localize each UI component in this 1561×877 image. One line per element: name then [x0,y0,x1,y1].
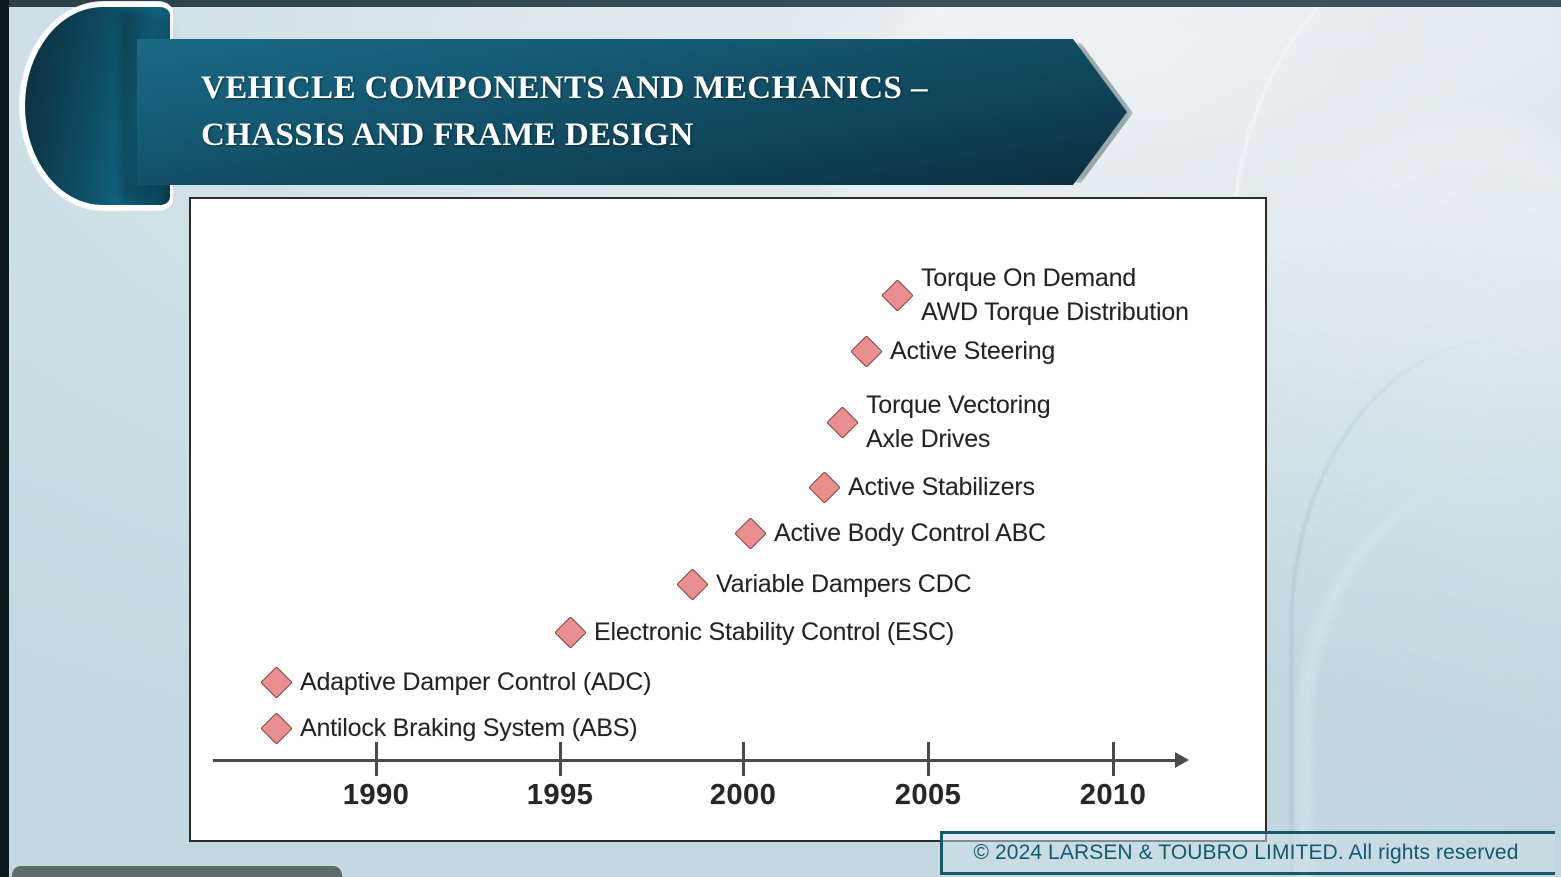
timeline-point-label: Active Stabilizers [848,473,1035,501]
diamond-marker-icon [554,615,587,649]
timeline-point-label: Torque Vectoring Axle Drives [866,391,1051,453]
footer-bar: © 2024 LARSEN & TOUBRO LIMITED. All righ… [940,831,1555,875]
timeline-point: Active Body Control ABC [734,516,1046,550]
timeline-chart: Torque On Demand AWD Torque Distribution… [191,199,1265,840]
axis-tick [1112,742,1115,776]
page-title: VEHICLE COMPONENTS AND MECHANICS – CHASS… [201,70,928,153]
timeline-point: Variable Dampers CDC [676,567,972,601]
timeline-point: Electronic Stability Control (ESC) [554,615,954,649]
timeline-point-label: Variable Dampers CDC [716,570,972,598]
chart-panel: Torque On Demand AWD Torque Distribution… [189,197,1267,842]
diamond-marker-icon [808,470,841,504]
timeline-point-label: Active Body Control ABC [774,519,1046,547]
timeline-point: Torque On Demand AWD Torque Distribution [881,261,1189,329]
timeline-point: Active Stabilizers [808,470,1035,504]
timeline-axis-arrow [1175,752,1189,768]
diamond-marker-icon [826,405,859,439]
axis-tick-label: 2005 [894,779,962,811]
diamond-marker-icon [850,334,883,368]
timeline-point-label: Adaptive Damper Control (ADC) [300,668,652,696]
timeline-point-label: Torque On Demand AWD Torque Distribution [921,264,1189,326]
diamond-marker-icon [260,665,293,699]
axis-tick [559,742,562,776]
diamond-marker-icon [734,516,767,550]
diamond-marker-icon [881,278,914,312]
timeline-point: Torque Vectoring Axle Drives [826,388,1051,456]
axis-tick-label: 2010 [1079,779,1147,811]
diamond-marker-icon [260,711,293,745]
axis-tick-label: 1990 [342,779,410,811]
timeline-point-label: Electronic Stability Control (ESC) [594,618,954,646]
bottom-left-bar [12,866,342,877]
timeline-point: Antilock Braking System (ABS) [260,711,638,745]
diamond-marker-icon [676,567,709,601]
background-contour-line-2 [1290,340,1561,877]
timeline-point-label: Antilock Braking System (ABS) [300,714,638,742]
slide-left-edge [0,0,9,877]
axis-tick [742,742,745,776]
timeline-point: Adaptive Damper Control (ADC) [260,665,652,699]
timeline-axis-line [213,759,1178,762]
slide-top-edge [0,0,1561,7]
copyright-text: © 2024 LARSEN & TOUBRO LIMITED. All righ… [973,841,1519,864]
axis-tick-label: 1995 [526,779,594,811]
title-banner: VEHICLE COMPONENTS AND MECHANICS – CHASS… [137,39,1127,185]
axis-tick [927,742,930,776]
axis-tick [375,742,378,776]
timeline-point: Active Steering [850,334,1056,368]
timeline-point-label: Active Steering [890,337,1056,365]
axis-tick-label: 2000 [709,779,777,811]
background-contour-line-3 [1300,470,1561,877]
